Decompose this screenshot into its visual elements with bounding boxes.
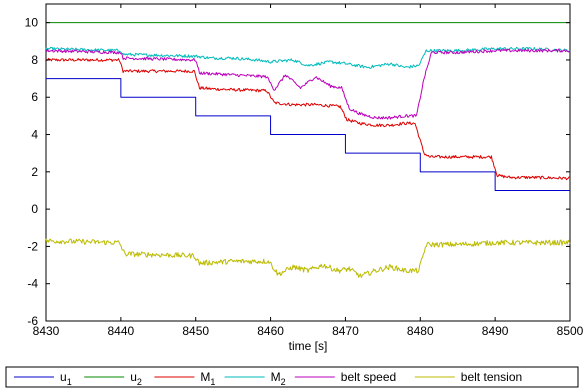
legend-label: belt speed xyxy=(341,370,396,384)
legend-label: belt tension xyxy=(461,370,522,384)
y-tick-label: -2 xyxy=(27,239,38,253)
series-line-u-1 xyxy=(46,78,570,191)
x-tick-label: 8490 xyxy=(482,324,509,338)
y-tick-label: -4 xyxy=(27,277,38,291)
y-tick-label: 8 xyxy=(31,53,38,67)
x-tick-label: 8480 xyxy=(407,324,434,338)
legend-label: u2 xyxy=(130,370,142,387)
series-line-m-2 xyxy=(45,46,571,69)
legend-label: u1 xyxy=(60,370,72,387)
series-layer xyxy=(45,22,571,278)
y-tick-label: 10 xyxy=(25,16,39,30)
series-line-m-1 xyxy=(45,57,571,181)
y-tick-label: 6 xyxy=(31,90,38,104)
plot-area xyxy=(45,3,571,322)
y-tick-label: 4 xyxy=(31,128,38,142)
series-line-belt-tension xyxy=(45,238,571,278)
y-ticks: -6 -4 -2 0 2 4 6 8 10 xyxy=(25,16,570,328)
legend-box xyxy=(5,366,579,388)
x-tick-label: 8500 xyxy=(557,324,584,338)
x-tick-label: 8440 xyxy=(108,324,135,338)
x-tick-label: 8460 xyxy=(257,324,284,338)
x-tick-label: 8450 xyxy=(182,324,209,338)
y-tick-label: 0 xyxy=(31,202,38,216)
x-axis-label: time [s] xyxy=(289,339,328,353)
series-line-belt-speed xyxy=(45,48,571,120)
x-tick-label: 8430 xyxy=(33,324,60,338)
y-tick-label: 2 xyxy=(31,165,38,179)
y-tick-label: -6 xyxy=(27,314,38,328)
x-tick-label: 8470 xyxy=(332,324,359,338)
x-ticks: 8430 8440 8450 8460 8470 8480 8490 8500 xyxy=(33,4,584,338)
